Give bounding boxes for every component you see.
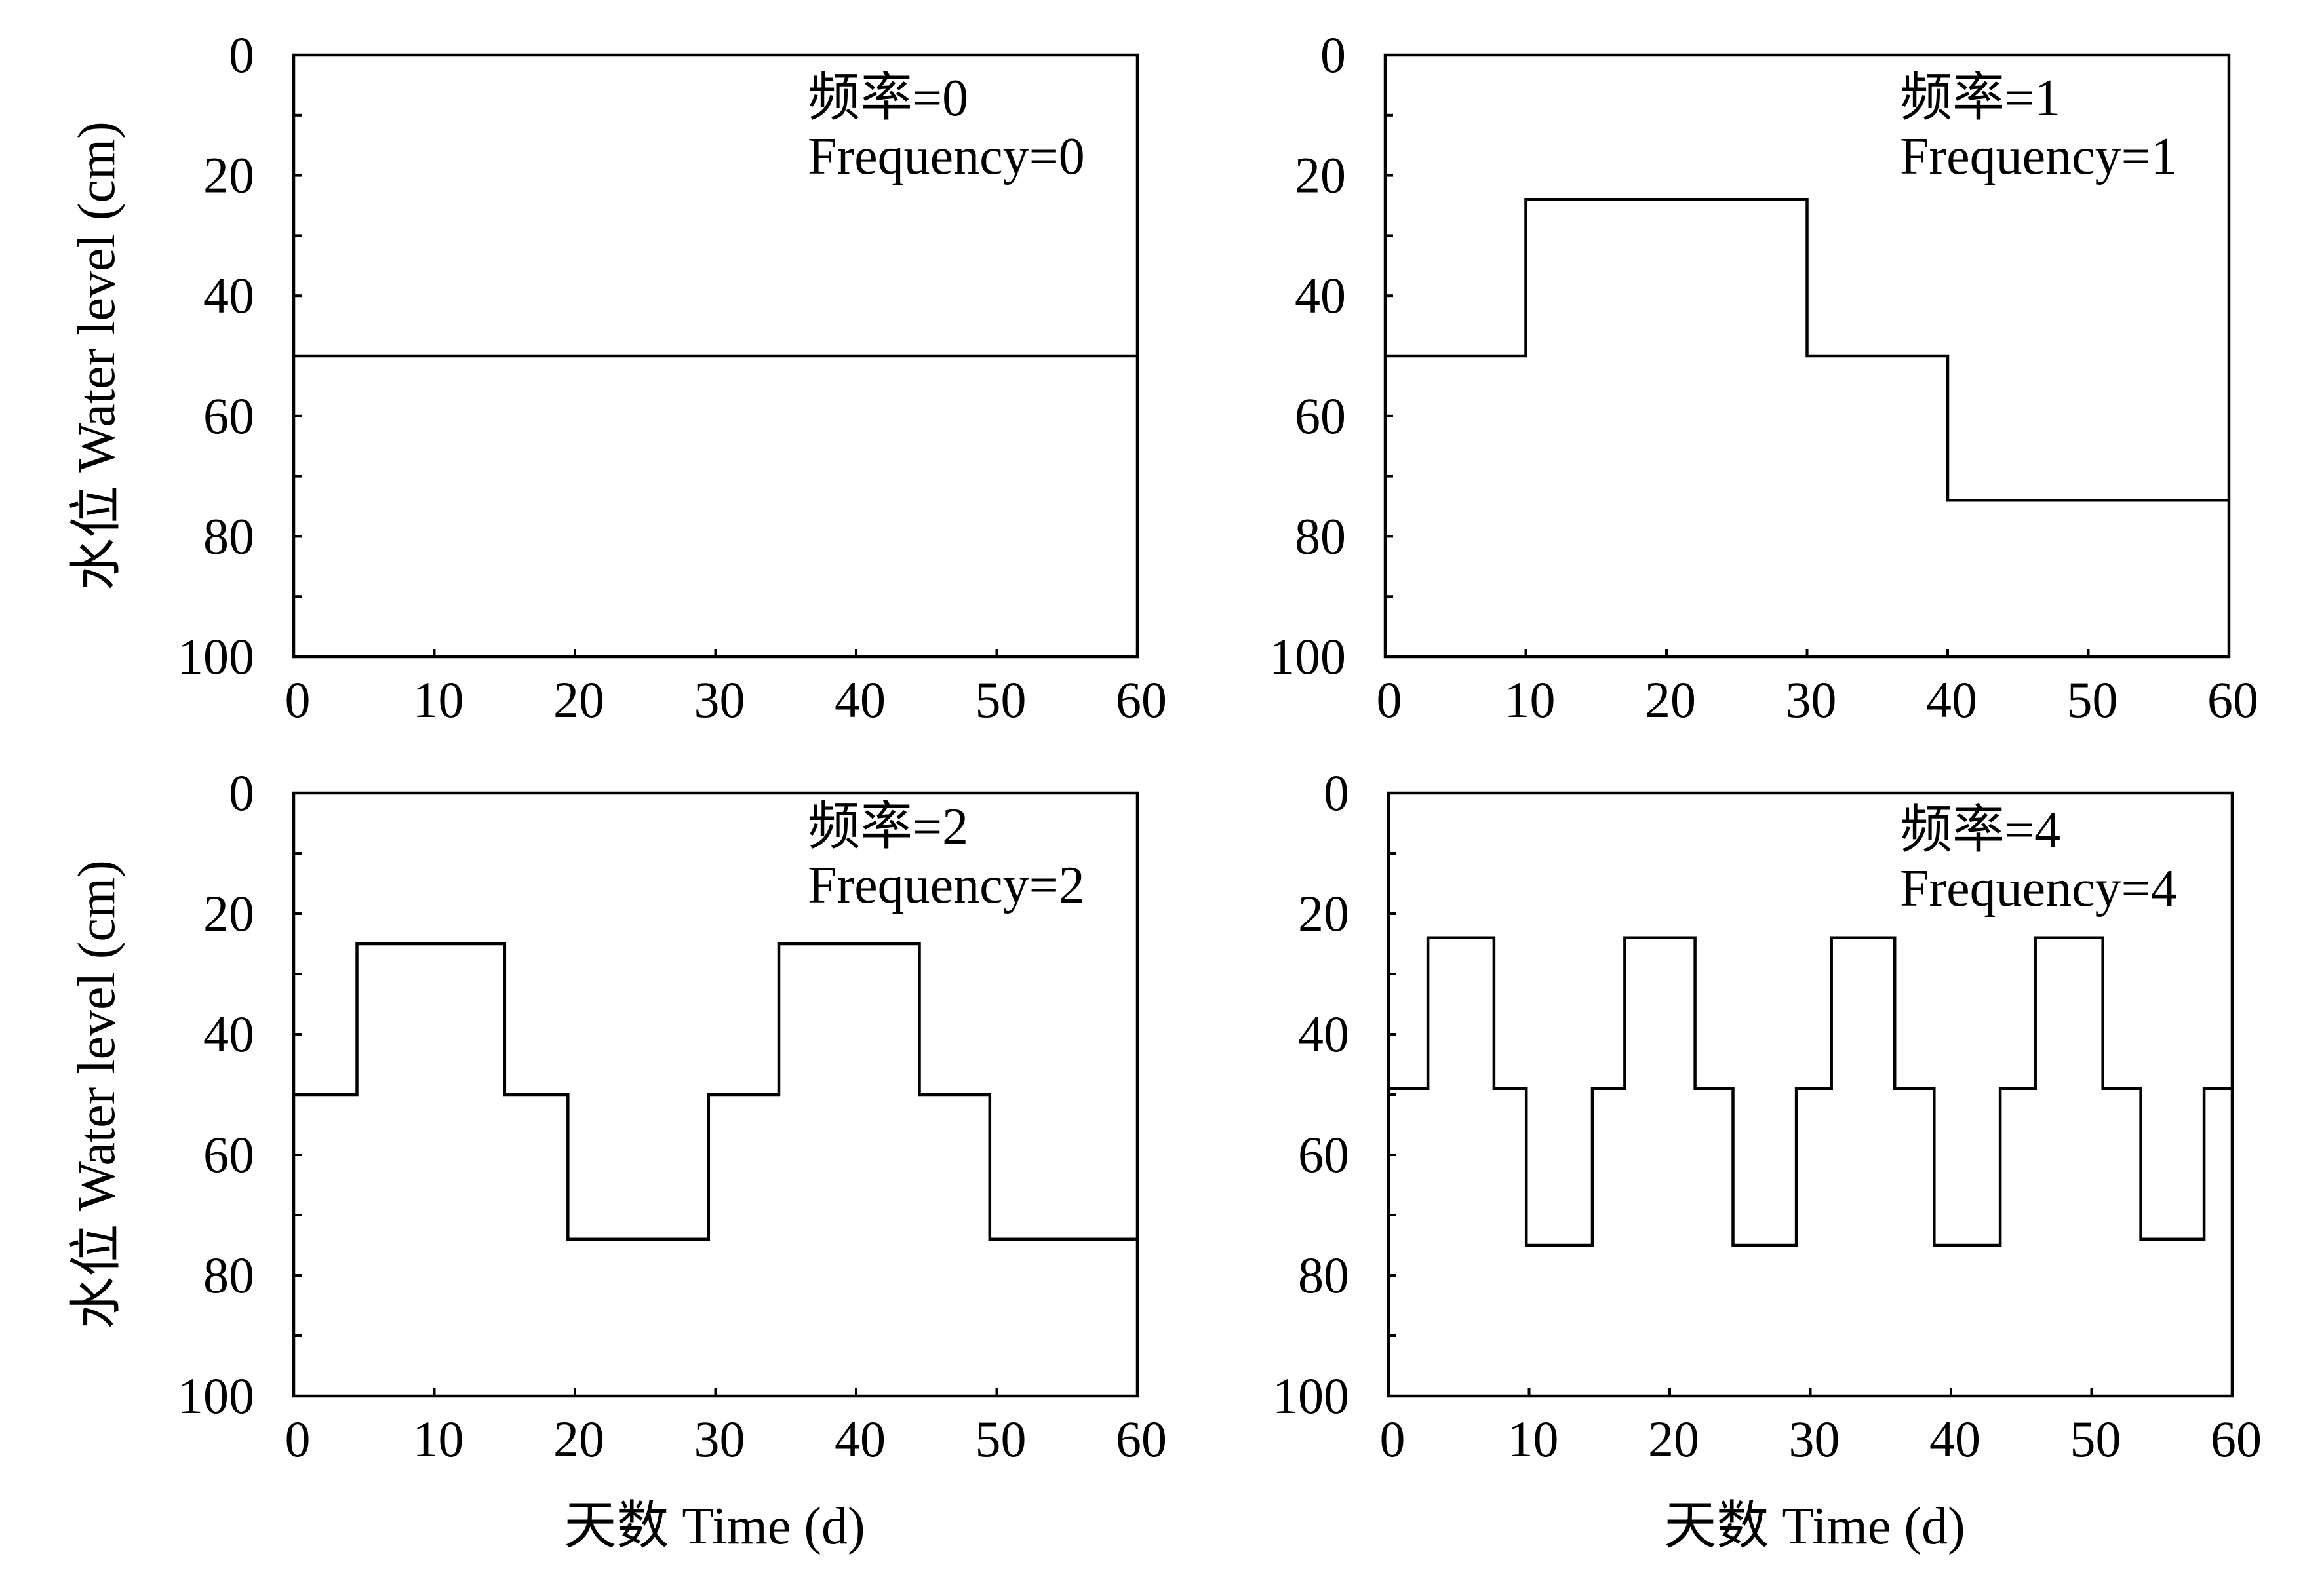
y-tick-label: 60 [203,387,254,444]
y-tick-label: 100 [178,628,254,685]
x-tick-label: 40 [835,671,886,728]
x-axis-label: 天数 Time (d) [1664,1498,1965,1555]
x-tick-label: 60 [1116,1410,1167,1467]
x-tick-label: 60 [1116,671,1167,728]
y-tick-label: 20 [1295,147,1346,204]
axis-ticks [1384,54,2230,658]
x-tick-label: 20 [1645,671,1696,728]
water-level-line [1385,198,2229,502]
y-tick-label: 0 [229,26,254,83]
x-tick-label: 10 [1505,671,1556,728]
y-tick-label: 60 [1298,1126,1349,1183]
y-tick-label: 40 [1298,1005,1349,1062]
x-tick-label: 20 [553,671,604,728]
x-tick-label: 10 [413,671,464,728]
y-tick-label: 80 [203,1247,254,1304]
y-tick-labels: 0 20 40 60 80 100 [1269,26,1346,685]
chart-panel-frequency-4: 0 10 20 30 40 50 60 0 20 40 60 80 100 频率=4 Frequenc… [1272,764,2262,1555]
x-tick-label: 60 [2211,1410,2262,1467]
axis-ticks [292,792,1139,1397]
x-tick-label: 0 [1377,671,1402,728]
y-tick-label: 20 [1298,885,1349,942]
legend-line-chinese: 频率=1 [1900,69,2060,127]
y-tick-labels: 0 20 40 60 80 100 [1272,764,1349,1424]
x-tick-label: 0 [285,1410,311,1467]
y-tick-label: 80 [1295,507,1346,564]
y-tick-label: 100 [1272,1367,1349,1424]
y-tick-label: 40 [203,1005,254,1062]
x-tick-labels: 0 10 20 30 40 50 60 [285,1410,1168,1467]
x-tick-label: 50 [2070,1410,2121,1467]
y-tick-label: 80 [203,507,254,564]
x-tick-label: 30 [1786,671,1837,728]
water-level-line [1388,936,2232,1247]
y-tick-label: 20 [203,885,254,942]
x-tick-label: 50 [975,1410,1027,1467]
x-axis-label: 天数 Time (d) [564,1498,865,1555]
axis-ticks [1387,792,2234,1397]
x-tick-label: 10 [413,1410,464,1467]
x-tick-label: 30 [694,1410,745,1467]
y-tick-label: 0 [1324,764,1349,821]
y-tick-label: 60 [203,1126,254,1183]
x-tick-label: 20 [1648,1410,1699,1467]
x-tick-label: 10 [1508,1410,1559,1467]
y-tick-label: 0 [229,764,254,821]
x-tick-label: 40 [1929,1410,1980,1467]
x-tick-label: 0 [285,671,311,728]
x-tick-label: 50 [975,671,1027,728]
y-tick-label: 60 [1295,387,1346,444]
x-tick-label: 60 [2207,671,2258,728]
x-tick-labels: 0 10 20 30 40 50 60 [1377,671,2259,728]
y-axis-label: 水位 Water level (cm) [68,121,126,590]
water-level-line [294,942,1137,1241]
legend-line-english: Frequency=4 [1900,860,2177,918]
x-tick-label: 50 [2067,671,2118,728]
x-tick-label: 0 [1380,1410,1406,1467]
legend-line-english: Frequency=2 [808,857,1085,914]
legend-line-chinese: 频率=4 [1900,802,2060,859]
x-tick-labels: 0 10 20 30 40 50 60 [285,671,1168,728]
y-tick-label: 20 [203,147,254,204]
x-tick-label: 30 [694,671,745,728]
y-axis-label: 水位 Water level (cm) [68,860,126,1329]
x-tick-labels: 0 10 20 30 40 50 60 [1380,1410,2262,1467]
y-tick-labels: 0 20 40 60 80 100 [178,764,254,1424]
x-tick-label: 20 [553,1410,604,1467]
x-tick-label: 40 [1926,671,1977,728]
y-tick-labels: 0 20 40 60 80 100 [178,26,254,685]
y-tick-label: 100 [1269,628,1346,685]
x-tick-label: 40 [835,1410,886,1467]
y-tick-label: 40 [1295,267,1346,324]
y-tick-label: 40 [203,267,254,324]
legend-line-english: Frequency=0 [808,128,1085,185]
y-tick-label: 0 [1320,26,1346,83]
chart-panel-frequency-0: 0 10 20 30 40 50 60 0 20 40 60 80 100 频率=0 Frequenc… [68,26,1167,728]
x-tick-label: 30 [1789,1410,1840,1467]
chart-panel-frequency-2: 0 10 20 30 40 50 60 0 20 40 60 80 100 频率=2 Frequenc… [68,764,1167,1555]
y-tick-label: 80 [1298,1247,1349,1304]
legend-line-chinese: 频率=2 [808,798,968,856]
legend-line-chinese: 频率=0 [808,69,968,127]
chart-panel-frequency-1: 0 10 20 30 40 50 60 0 20 40 60 80 100 频率=1 Frequenc… [1269,26,2258,728]
y-tick-label: 100 [178,1367,254,1424]
legend-line-english: Frequency=1 [1900,128,2177,185]
